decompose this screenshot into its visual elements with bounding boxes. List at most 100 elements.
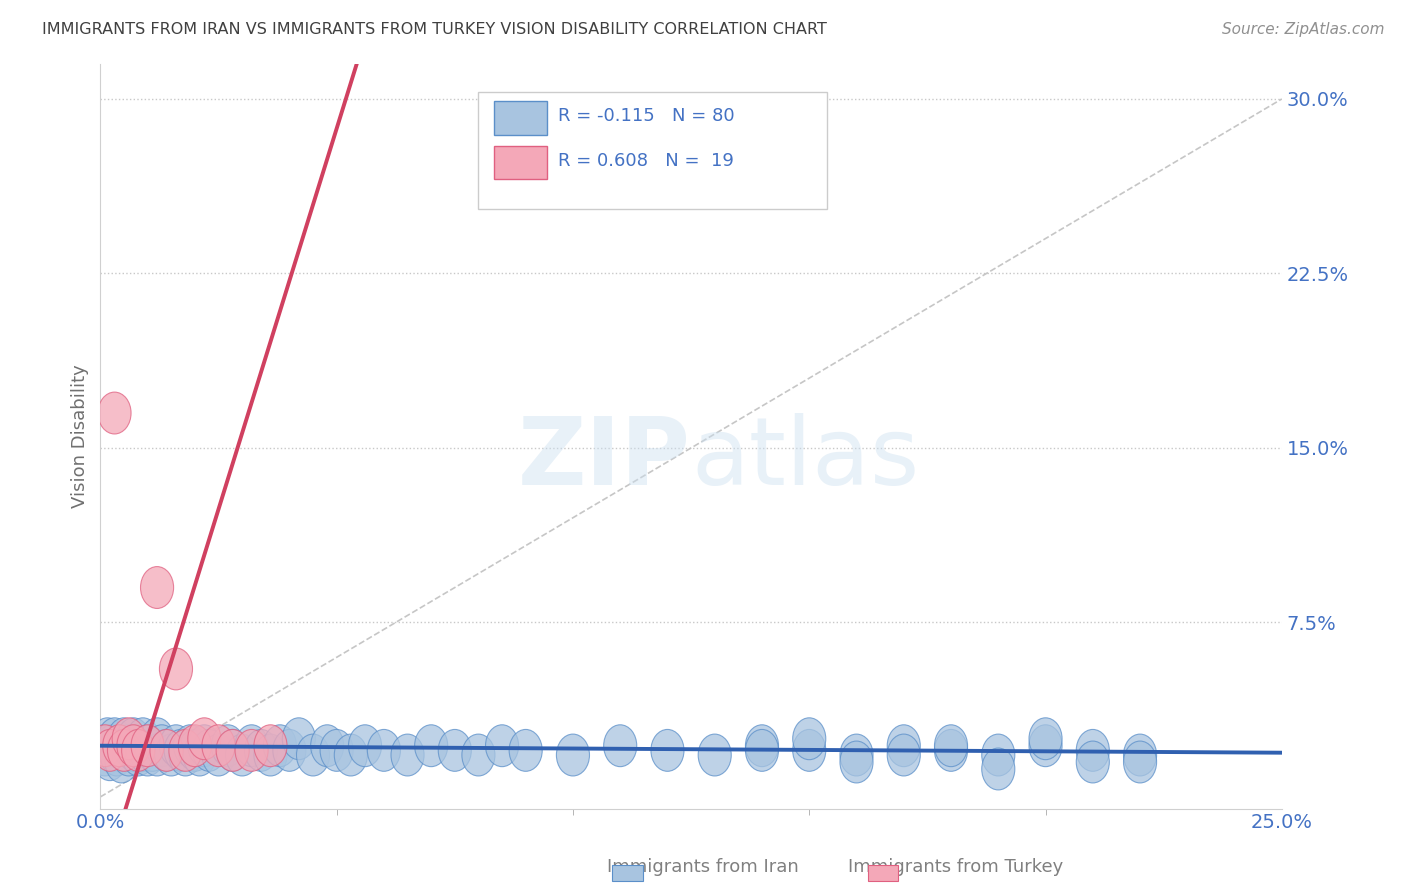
Text: ZIP: ZIP <box>519 413 692 505</box>
Text: atlas: atlas <box>692 413 920 505</box>
Text: Immigrants from Iran: Immigrants from Iran <box>607 858 799 876</box>
Ellipse shape <box>89 734 121 776</box>
Ellipse shape <box>165 730 197 772</box>
Ellipse shape <box>179 725 211 766</box>
Ellipse shape <box>169 734 202 776</box>
Ellipse shape <box>415 725 447 766</box>
Ellipse shape <box>509 730 543 772</box>
Ellipse shape <box>121 734 155 776</box>
Ellipse shape <box>839 741 873 783</box>
Ellipse shape <box>273 730 307 772</box>
Ellipse shape <box>141 734 173 776</box>
Ellipse shape <box>1123 734 1157 776</box>
Ellipse shape <box>93 730 127 772</box>
Ellipse shape <box>887 725 921 766</box>
Ellipse shape <box>485 725 519 766</box>
Ellipse shape <box>297 734 329 776</box>
Ellipse shape <box>155 734 188 776</box>
Ellipse shape <box>193 730 225 772</box>
Y-axis label: Vision Disability: Vision Disability <box>72 365 89 508</box>
Ellipse shape <box>981 748 1015 790</box>
Ellipse shape <box>89 725 121 766</box>
Ellipse shape <box>121 725 155 766</box>
Ellipse shape <box>935 730 967 772</box>
Ellipse shape <box>107 730 141 772</box>
Ellipse shape <box>98 392 131 434</box>
Ellipse shape <box>159 725 193 766</box>
Text: Source: ZipAtlas.com: Source: ZipAtlas.com <box>1222 22 1385 37</box>
Ellipse shape <box>107 718 141 760</box>
Ellipse shape <box>793 730 825 772</box>
Ellipse shape <box>793 718 825 760</box>
Ellipse shape <box>202 725 235 766</box>
Ellipse shape <box>183 734 217 776</box>
Ellipse shape <box>391 734 425 776</box>
Ellipse shape <box>145 725 179 766</box>
Ellipse shape <box>235 725 269 766</box>
Ellipse shape <box>93 739 127 780</box>
Ellipse shape <box>211 725 245 766</box>
Ellipse shape <box>745 730 779 772</box>
Ellipse shape <box>96 725 129 766</box>
Ellipse shape <box>887 734 921 776</box>
Ellipse shape <box>202 734 235 776</box>
Ellipse shape <box>217 730 249 772</box>
Ellipse shape <box>100 734 134 776</box>
Text: R = 0.608   N =  19: R = 0.608 N = 19 <box>558 152 734 169</box>
Ellipse shape <box>98 718 131 760</box>
Ellipse shape <box>103 725 136 766</box>
Ellipse shape <box>136 730 169 772</box>
Text: IMMIGRANTS FROM IRAN VS IMMIGRANTS FROM TURKEY VISION DISABILITY CORRELATION CHA: IMMIGRANTS FROM IRAN VS IMMIGRANTS FROM … <box>42 22 827 37</box>
Ellipse shape <box>603 725 637 766</box>
Ellipse shape <box>91 718 124 760</box>
Ellipse shape <box>150 730 183 772</box>
Ellipse shape <box>935 725 967 766</box>
Ellipse shape <box>217 730 249 772</box>
Text: Immigrants from Turkey: Immigrants from Turkey <box>848 858 1064 876</box>
Ellipse shape <box>188 718 221 760</box>
Ellipse shape <box>117 725 150 766</box>
Ellipse shape <box>839 734 873 776</box>
Ellipse shape <box>117 718 150 760</box>
Ellipse shape <box>117 730 150 772</box>
Ellipse shape <box>103 725 136 766</box>
Ellipse shape <box>169 730 202 772</box>
Ellipse shape <box>141 718 173 760</box>
Ellipse shape <box>112 718 145 760</box>
Ellipse shape <box>1076 741 1109 783</box>
Ellipse shape <box>225 734 259 776</box>
Ellipse shape <box>1123 741 1157 783</box>
Ellipse shape <box>245 730 277 772</box>
Ellipse shape <box>107 730 141 772</box>
Ellipse shape <box>439 730 471 772</box>
Ellipse shape <box>98 730 131 772</box>
Ellipse shape <box>150 730 183 772</box>
Ellipse shape <box>179 730 211 772</box>
Ellipse shape <box>254 734 287 776</box>
Ellipse shape <box>159 648 193 690</box>
FancyBboxPatch shape <box>478 92 827 210</box>
Ellipse shape <box>283 718 315 760</box>
Ellipse shape <box>131 725 165 766</box>
Ellipse shape <box>131 734 165 776</box>
Bar <box>494 102 547 135</box>
Ellipse shape <box>651 730 683 772</box>
Ellipse shape <box>981 734 1015 776</box>
Ellipse shape <box>321 730 353 772</box>
Ellipse shape <box>367 730 401 772</box>
Ellipse shape <box>263 725 297 766</box>
Ellipse shape <box>127 718 159 760</box>
Ellipse shape <box>335 734 367 776</box>
Ellipse shape <box>173 725 207 766</box>
Ellipse shape <box>127 730 159 772</box>
Ellipse shape <box>188 725 221 766</box>
Ellipse shape <box>1029 718 1062 760</box>
Ellipse shape <box>86 725 120 766</box>
Ellipse shape <box>349 725 381 766</box>
Ellipse shape <box>121 730 155 772</box>
Ellipse shape <box>105 741 138 783</box>
Ellipse shape <box>745 725 779 766</box>
Ellipse shape <box>131 725 165 766</box>
Ellipse shape <box>254 725 287 766</box>
Ellipse shape <box>699 734 731 776</box>
